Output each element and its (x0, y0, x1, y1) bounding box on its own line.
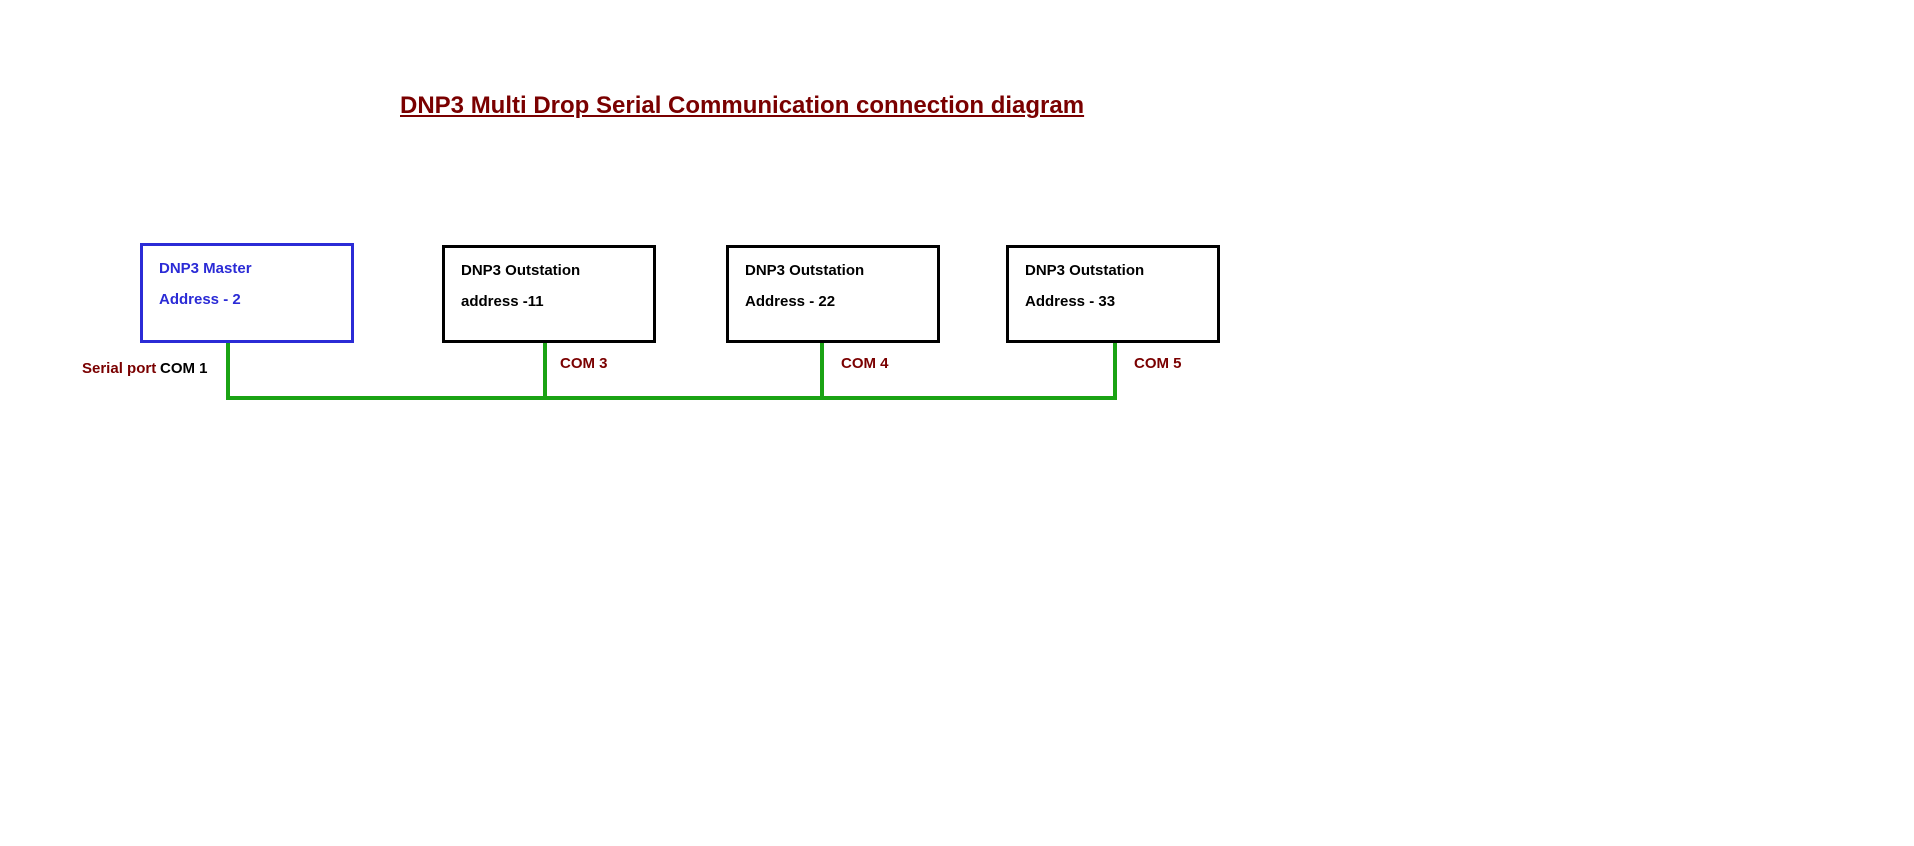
port-label-master: COM 1 (160, 360, 208, 377)
connector-out3 (1113, 343, 1117, 400)
node-out1: DNP3 Outstation address -11 (442, 245, 656, 343)
node-out3-line1: DNP3 Outstation (1025, 262, 1201, 279)
node-out2: DNP3 Outstation Address - 22 (726, 245, 940, 343)
node-out2-line1: DNP3 Outstation (745, 262, 921, 279)
connector-out1 (543, 343, 547, 400)
connector-out2 (820, 343, 824, 400)
port-label-out2: COM 4 (841, 355, 889, 372)
node-out1-line1: DNP3 Outstation (461, 262, 637, 279)
serial-port-label: Serial port (82, 360, 156, 377)
node-master: DNP3 Master Address - 2 (140, 243, 354, 343)
node-out3-line2: Address - 33 (1025, 293, 1201, 310)
node-master-line2: Address - 2 (159, 291, 335, 308)
node-out3: DNP3 Outstation Address - 33 (1006, 245, 1220, 343)
bus-line (226, 396, 1116, 400)
node-out2-line2: Address - 22 (745, 293, 921, 310)
port-label-out3: COM 5 (1134, 355, 1182, 372)
diagram-title: DNP3 Multi Drop Serial Communication con… (400, 92, 1084, 120)
connector-master (226, 343, 230, 400)
node-master-line1: DNP3 Master (159, 260, 335, 277)
port-label-out1: COM 3 (560, 355, 608, 372)
node-out1-line2: address -11 (461, 293, 637, 310)
